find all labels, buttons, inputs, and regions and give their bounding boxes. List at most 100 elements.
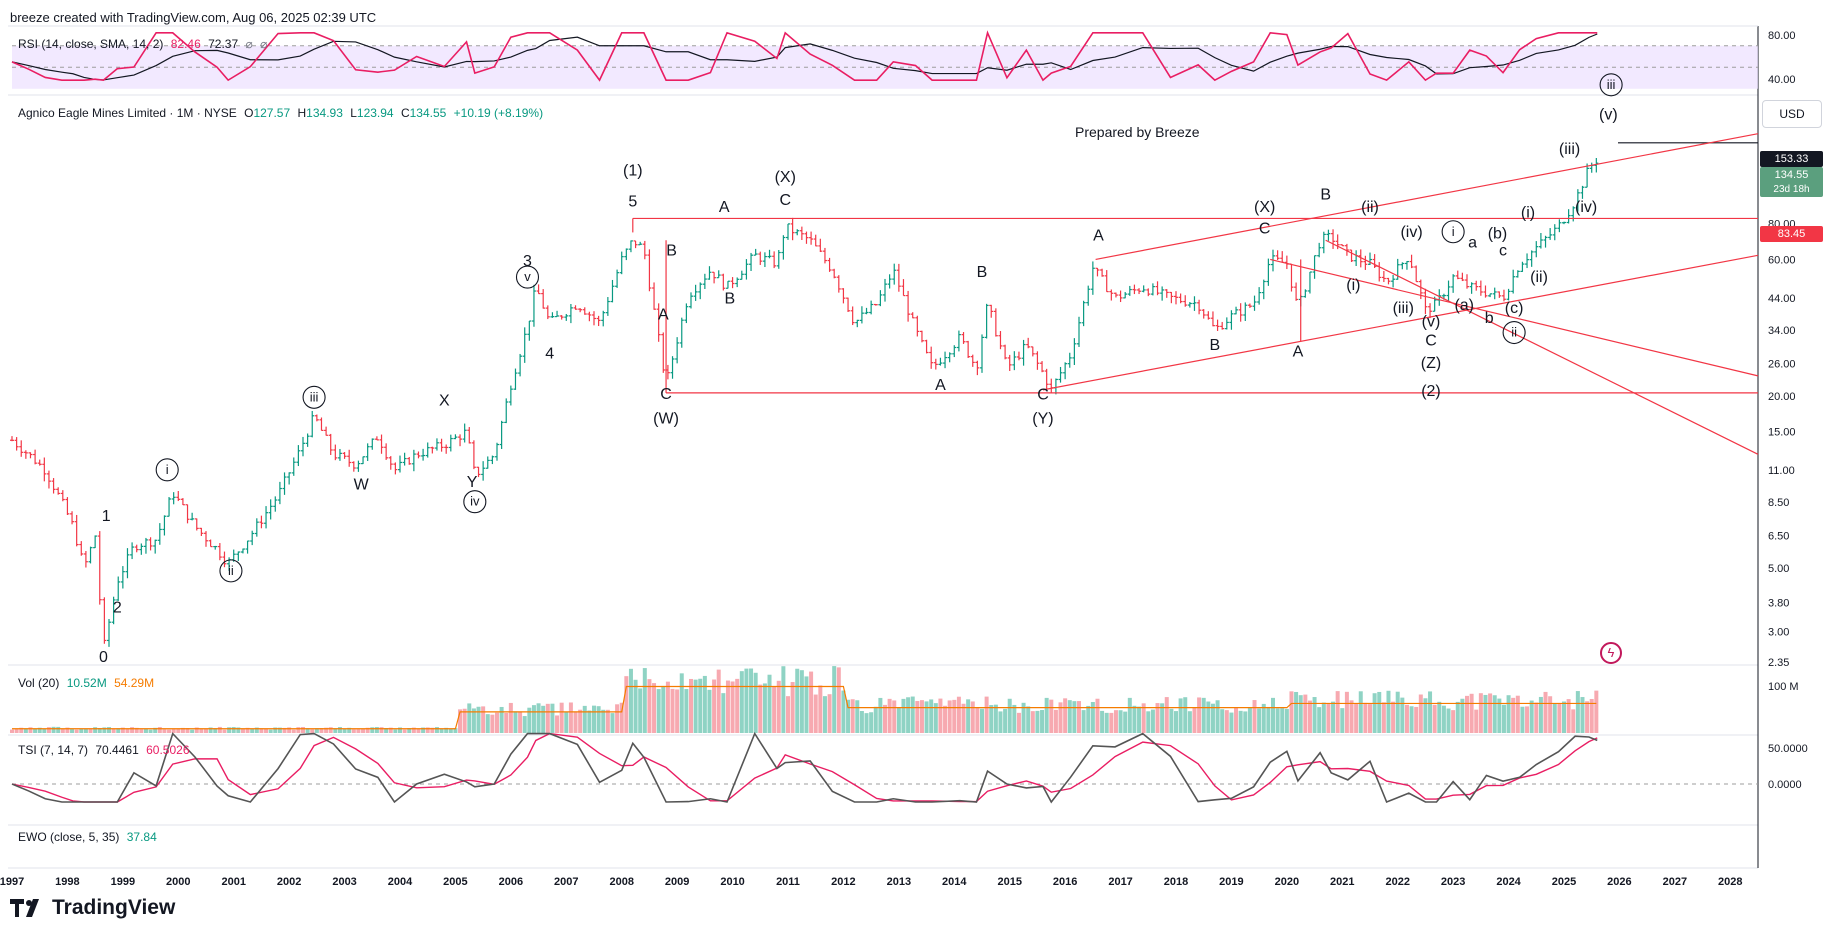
ewo-legend[interactable]: EWO (close, 5, 35) 37.84 — [18, 830, 161, 844]
volume-bar — [481, 706, 486, 733]
volume-bar — [453, 728, 458, 733]
ohlc-bar — [1132, 284, 1137, 295]
volume-bar — [236, 727, 241, 733]
volume-bar — [1206, 701, 1211, 733]
volume-bar — [1141, 703, 1146, 733]
lightning-icon[interactable]: ϟ — [1600, 642, 1622, 664]
ohlc-bar — [1021, 339, 1026, 366]
ohlc-bar — [1100, 268, 1105, 277]
volume-bar — [37, 727, 42, 733]
volume-bar — [1090, 702, 1095, 733]
time-axis-tick: 2018 — [1164, 876, 1188, 888]
volume-bar — [970, 701, 975, 733]
volume-bar — [910, 696, 915, 733]
ohlc-bar — [1090, 261, 1095, 295]
volume-bar — [1192, 707, 1197, 733]
ohlc-bar — [153, 539, 158, 554]
wave-label-circle — [155, 458, 179, 482]
ohlc-bar — [721, 273, 726, 291]
ohlc-bar — [333, 444, 338, 461]
ohlc-bar — [675, 337, 680, 364]
volume-bar — [859, 711, 864, 733]
volume-bar — [864, 713, 869, 733]
ohlc-bar — [1040, 361, 1045, 373]
volume-bar — [984, 696, 989, 733]
ohlc-bar — [116, 576, 121, 601]
ohlc-bar — [1548, 228, 1553, 240]
ohlc-bar — [712, 271, 717, 284]
volume-bar — [1335, 691, 1340, 733]
volume-bar — [1483, 694, 1488, 733]
wave-label: i — [1452, 224, 1455, 239]
ohlc-bar — [1003, 344, 1008, 360]
volume-bar — [739, 671, 744, 733]
ohlc-bar — [1238, 303, 1243, 322]
ohlc-bar — [37, 459, 42, 466]
volume-bar — [208, 727, 213, 733]
eye-off-icon[interactable]: ⌀ — [260, 37, 268, 51]
wave-labels: 012iiiiiiWXYiv3v4(1)5BAC(W)AB(X)CBAC(Y)A… — [99, 73, 1623, 666]
ohlc-bar — [1016, 351, 1021, 361]
volume-bar — [753, 672, 758, 733]
ohlc-bar — [213, 545, 218, 550]
wave-label: (ii) — [1530, 269, 1548, 286]
ohlc-bar — [1543, 235, 1548, 248]
volume-bar — [790, 682, 795, 733]
ohlc-bar — [578, 308, 583, 313]
trendline — [1325, 239, 1759, 455]
wave-label: Y — [467, 474, 478, 491]
volume-bar — [952, 699, 957, 733]
ohlc-bar — [568, 304, 573, 324]
ohlc-bar — [1594, 157, 1599, 173]
volume-bar — [1538, 696, 1543, 733]
ohlc-bar — [933, 358, 938, 370]
wave-label: (Y) — [1032, 411, 1053, 428]
ohlc-bar — [1113, 292, 1118, 298]
volume-bar — [351, 729, 356, 733]
ohlc-bar — [1331, 229, 1336, 249]
volume-bar — [601, 709, 606, 733]
ohlc-bar — [749, 252, 754, 272]
ohlc-bar — [633, 240, 638, 249]
volume-bar — [619, 702, 624, 733]
volume-legend[interactable]: Vol (20) 10.52M 54.29M — [18, 676, 158, 690]
rsi-legend[interactable]: RSI (14, close, SMA, 14, 2) 82.46 72.37 … — [18, 37, 271, 51]
volume-bar — [1349, 700, 1354, 733]
ohlc-bar — [347, 449, 352, 467]
wave-label: A — [935, 377, 946, 394]
time-axis-tick: 2027 — [1663, 876, 1687, 888]
tradingview-logo[interactable]: TradingView — [10, 896, 175, 920]
ohlc-bar — [1123, 292, 1128, 299]
ohlc-bar — [277, 481, 282, 505]
time-axis-tick: 2015 — [997, 876, 1021, 888]
ohlc-bar — [1580, 185, 1585, 199]
wave-label: 0 — [99, 649, 108, 666]
ohlc-bar — [993, 308, 998, 337]
ohlc-bar — [1363, 255, 1368, 270]
volume-bar — [1589, 698, 1594, 733]
ohlc-bar — [240, 548, 245, 554]
ohlc-bar — [910, 312, 915, 319]
ohlc-bar — [975, 360, 980, 376]
volume-bar — [915, 701, 920, 733]
wave-label: (iii) — [1559, 141, 1580, 158]
ohlc-bar — [772, 251, 777, 269]
ohlc-bar — [448, 434, 453, 452]
ohlc-bar — [901, 279, 906, 297]
eye-off-icon[interactable]: ⌀ — [245, 37, 253, 51]
ohlc-bar — [679, 317, 684, 348]
volume-bar — [1234, 707, 1239, 733]
ohlc-bar — [1354, 250, 1359, 267]
symbol-legend[interactable]: Agnico Eagle Mines Limited · 1M · NYSE O… — [18, 106, 547, 120]
volume-bar — [712, 679, 717, 733]
volume-bar — [689, 678, 693, 733]
ohlc-bar — [1340, 244, 1345, 247]
ohlc-bar — [1372, 254, 1377, 268]
ohlc-bar — [989, 304, 994, 318]
tsi-legend[interactable]: TSI (7, 14, 7) 70.4461 60.5026 — [18, 743, 194, 757]
ohlc-bar — [966, 340, 971, 358]
currency-button[interactable]: USD — [1762, 100, 1822, 128]
ohlc-bar — [896, 263, 901, 292]
volume-bar — [204, 728, 208, 733]
